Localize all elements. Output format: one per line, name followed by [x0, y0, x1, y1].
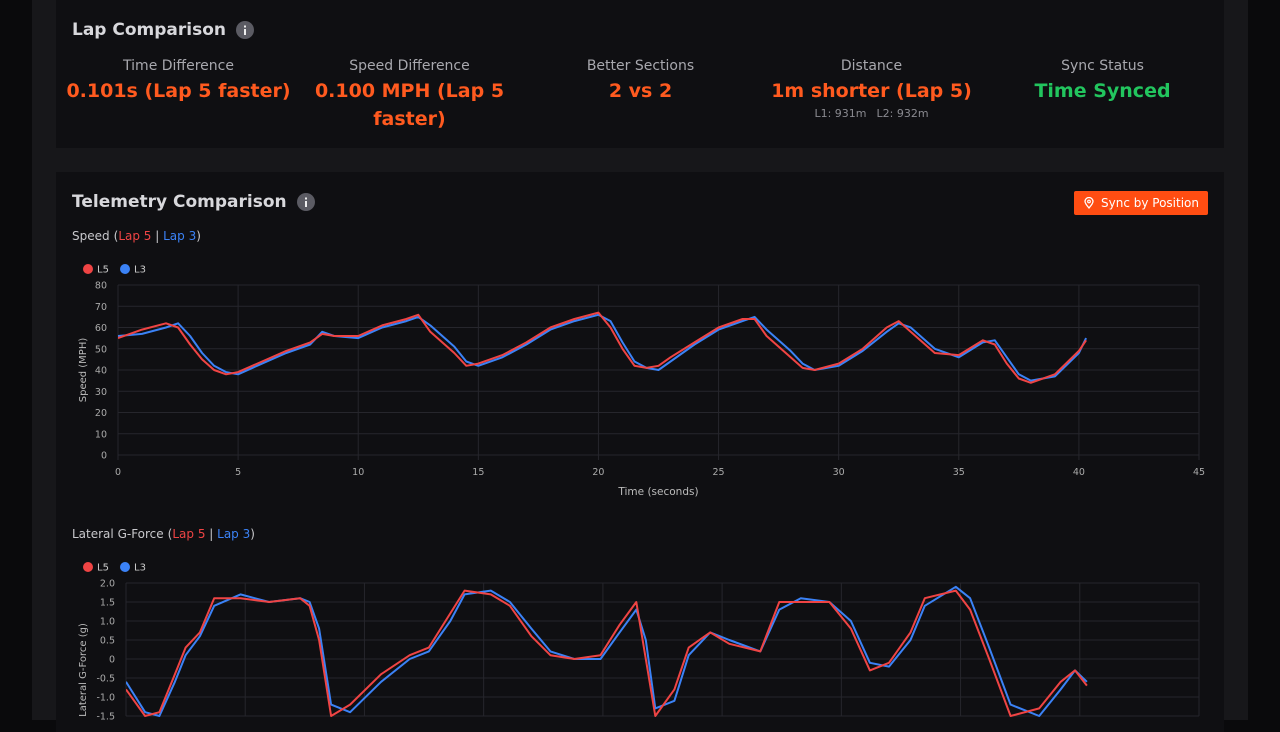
x-tick-label: 15	[472, 467, 484, 478]
y-tick-label: -0.5	[96, 674, 115, 685]
metric-details: L1: 931m L2: 932m	[756, 107, 987, 120]
metric-value: 2 vs 2	[608, 80, 673, 102]
metric-value: 0.100 MPH (Lap 5 faster)	[314, 80, 505, 130]
lap-label: Lap 3	[205, 527, 254, 541]
legend-marker	[83, 264, 93, 274]
title-text: Telemetry Comparison	[72, 192, 287, 212]
y-tick-label: 50	[95, 344, 107, 355]
y-tick-label: 40	[95, 366, 107, 377]
y-axis-label: Lateral G-Force (g)	[78, 623, 89, 717]
metric: Sync Status Time Synced	[987, 58, 1218, 105]
metric-label: Time Difference	[123, 58, 234, 74]
legend-label: L5	[97, 265, 109, 276]
metric-label: Better Sections	[586, 58, 695, 74]
y-tick-label: 0	[109, 655, 115, 666]
y-tick-label: 0.5	[100, 636, 115, 647]
x-tick-label: 35	[953, 467, 965, 478]
y-tick-label: 20	[95, 408, 107, 419]
telemetry-card: Telemetry Comparison	[56, 172, 1224, 732]
legend-label: L5	[97, 563, 109, 574]
metric: Speed Difference 0.100 MPH (Lap 5 faster)	[294, 58, 525, 133]
series-line	[118, 313, 1088, 382]
x-tick-label: 0	[115, 467, 121, 478]
legend-label: L3	[134, 563, 146, 574]
metric-label: Distance	[840, 58, 903, 74]
y-axis-label: Speed (MPH)	[78, 338, 89, 403]
x-axis-label: Time (seconds)	[617, 486, 698, 498]
metric: Time Difference 0.101s (Lap 5 faster)	[63, 58, 294, 105]
x-tick-label: 20	[592, 467, 604, 478]
legend-marker	[120, 264, 130, 274]
lap-label: Lap 5	[164, 527, 206, 541]
series-line	[126, 589, 1088, 717]
y-tick-label: 10	[95, 429, 107, 440]
title-text: Lap Comparison	[72, 20, 227, 40]
x-tick-label: 30	[833, 467, 845, 478]
legend-marker	[83, 562, 93, 572]
y-tick-label: 2.0	[100, 579, 115, 590]
chart-subtitle: Lateral G-ForceLap 5Lap 3	[72, 527, 255, 541]
y-tick-label: 80	[95, 281, 107, 292]
lap-label: Lap 5	[110, 229, 152, 243]
x-tick-label: 10	[352, 467, 364, 478]
metric-value: Time Synced	[1034, 80, 1171, 102]
y-tick-label: 1.0	[100, 617, 115, 628]
sync-button[interactable]: Sync by Position	[1074, 191, 1208, 215]
chart-subtitle: SpeedLap 5Lap 3	[72, 229, 201, 243]
metric-label: Sync Status	[1061, 58, 1144, 74]
y-tick-label: 1.5	[100, 598, 115, 609]
y-tick-label: 30	[95, 387, 107, 398]
chart-label: Lateral G-Force	[72, 527, 164, 541]
x-tick-label: 25	[713, 467, 725, 478]
lap-comparison-card: Lap Comparison	[56, 0, 1224, 148]
legend-label: L3	[134, 265, 146, 276]
pin-icon	[1084, 197, 1094, 209]
y-tick-label: -1.5	[96, 712, 115, 721]
card-title: Lap Comparison	[72, 20, 255, 40]
metric-detail: L2: 932m	[876, 107, 929, 120]
y-tick-label: 0	[101, 451, 107, 462]
y-tick-label: 60	[95, 323, 107, 334]
lap-label: Lap 3	[151, 229, 200, 243]
metric-detail: L1: 931m	[814, 107, 867, 120]
metric-value: 0.101s (Lap 5 faster)	[66, 80, 291, 102]
info-icon[interactable]	[296, 193, 315, 211]
x-tick-label: 40	[1073, 467, 1085, 478]
legend-marker	[120, 562, 130, 572]
button-label: Sync by Position	[1101, 196, 1199, 210]
x-tick-label: 45	[1193, 467, 1205, 478]
chart-label: Speed	[72, 229, 110, 243]
info-icon[interactable]	[236, 21, 255, 39]
y-tick-label: -1.0	[96, 693, 115, 704]
metric: Better Sections 2 vs 2	[525, 58, 756, 105]
metric-label: Speed Difference	[349, 58, 470, 74]
x-tick-label: 5	[235, 467, 241, 478]
metric: Distance 1m shorter (Lap 5) L1: 931m L2: 93…	[756, 58, 987, 120]
metric-value: 1m shorter (Lap 5)	[771, 80, 972, 102]
series-line	[118, 311, 1087, 384]
card-title: Telemetry Comparison	[72, 192, 315, 212]
y-tick-label: 70	[95, 302, 107, 313]
